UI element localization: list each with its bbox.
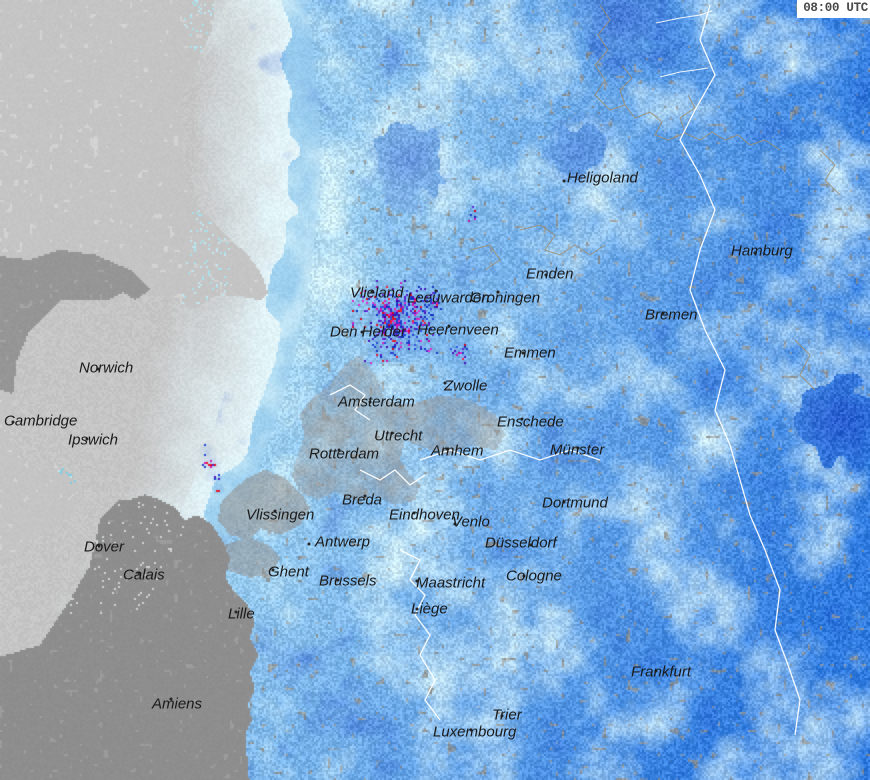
svg-text:Ghent: Ghent xyxy=(268,564,310,581)
svg-text:Norwich: Norwich xyxy=(79,360,133,377)
svg-text:Rotterdam: Rotterdam xyxy=(309,446,379,463)
svg-text:Vlieland: Vlieland xyxy=(350,285,404,302)
svg-text:Hamburg: Hamburg xyxy=(731,243,793,260)
svg-text:Arnhem: Arnhem xyxy=(430,443,484,460)
svg-text:Vlissingen: Vlissingen xyxy=(246,507,314,524)
svg-text:Frankfurt: Frankfurt xyxy=(631,664,692,681)
svg-text:Eindhoven: Eindhoven xyxy=(389,507,460,524)
svg-text:Maastricht: Maastricht xyxy=(416,575,486,592)
svg-text:Heligoland: Heligoland xyxy=(567,170,639,187)
svg-text:Den Helder: Den Helder xyxy=(330,324,407,341)
svg-text:Düsseldorf: Düsseldorf xyxy=(485,535,559,552)
svg-text:Bremen: Bremen xyxy=(645,307,698,324)
svg-text:Venlo: Venlo xyxy=(452,514,490,531)
svg-text:Münster: Münster xyxy=(550,442,605,459)
svg-text:Luxembourg: Luxembourg xyxy=(433,724,517,741)
svg-text:Zwolle: Zwolle xyxy=(443,378,487,395)
svg-text:Trier: Trier xyxy=(492,707,523,724)
svg-text:Cologne: Cologne xyxy=(506,568,562,585)
svg-text:Calais: Calais xyxy=(123,567,165,584)
svg-text:Enschede: Enschede xyxy=(497,414,564,431)
svg-text:Ipswich: Ipswich xyxy=(68,432,118,449)
svg-text:Cambridge: Cambridge xyxy=(4,413,77,430)
svg-text:Brussels: Brussels xyxy=(319,573,377,590)
svg-text:Breda: Breda xyxy=(342,492,382,509)
svg-text:Dover: Dover xyxy=(84,539,125,556)
svg-text:Liège: Liège xyxy=(411,601,448,618)
svg-text:Amiens: Amiens xyxy=(151,696,203,713)
svg-text:Emmen: Emmen xyxy=(504,345,556,362)
svg-text:Heerenveen: Heerenveen xyxy=(417,322,499,339)
svg-text:Antwerp: Antwerp xyxy=(314,534,370,551)
svg-text:Groningen: Groningen xyxy=(470,290,540,307)
svg-text:Lille: Lille xyxy=(228,606,255,623)
svg-text:Dortmund: Dortmund xyxy=(542,495,609,512)
svg-text:Utrecht: Utrecht xyxy=(374,428,423,445)
svg-text:Amsterdam: Amsterdam xyxy=(337,394,415,411)
svg-text:Emden: Emden xyxy=(526,266,574,283)
